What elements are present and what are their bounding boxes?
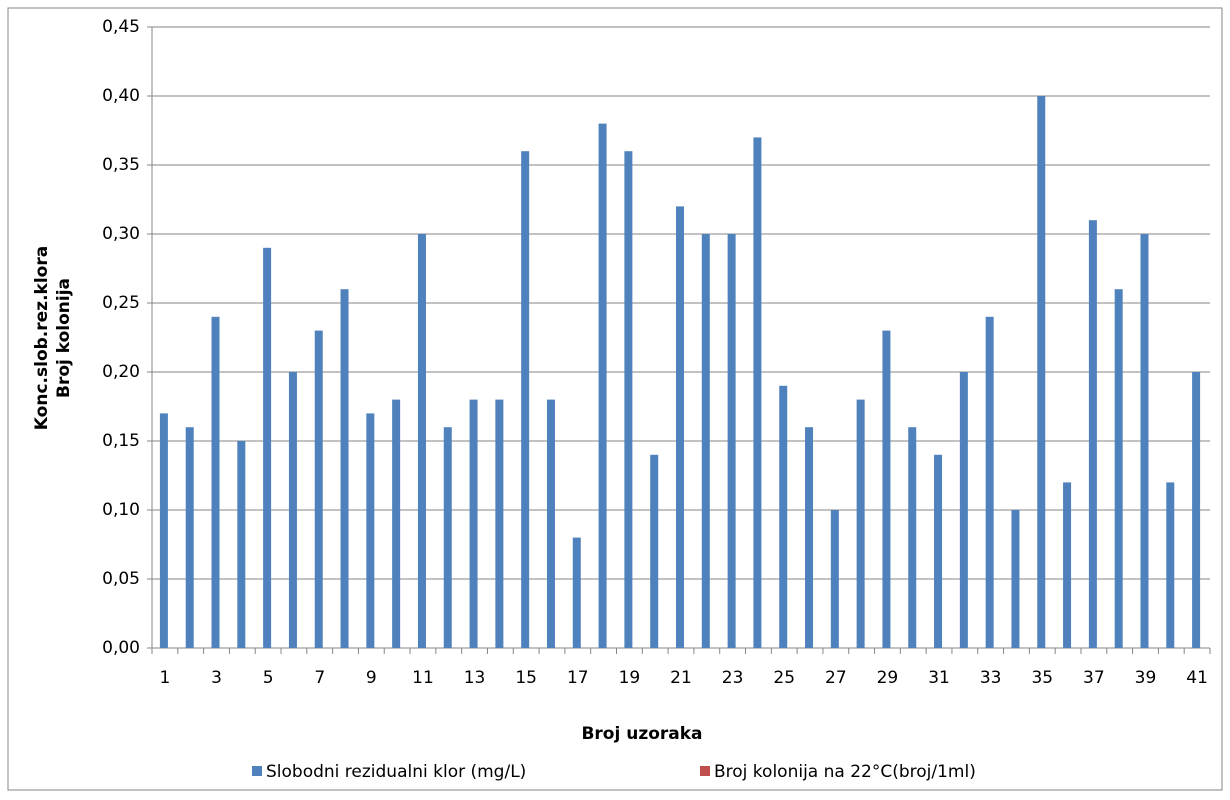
y-axis-title-line: Konc.slob.rez.klora bbox=[32, 246, 52, 430]
bar bbox=[1088, 220, 1097, 648]
bar bbox=[701, 234, 710, 648]
bar bbox=[882, 330, 891, 648]
x-tick-label: 1 bbox=[159, 668, 170, 688]
legend-swatch bbox=[700, 766, 710, 776]
bar bbox=[392, 399, 401, 648]
x-tick-label: 15 bbox=[515, 668, 537, 688]
x-tick-label: 27 bbox=[825, 668, 847, 688]
bar bbox=[521, 151, 530, 648]
bar bbox=[676, 206, 684, 648]
legend-label: Slobodni rezidualni klor (mg/L) bbox=[266, 762, 526, 782]
chart-border bbox=[7, 7, 1223, 791]
bar bbox=[1192, 372, 1201, 648]
bar bbox=[959, 372, 968, 648]
bar bbox=[314, 330, 323, 648]
bar bbox=[727, 234, 736, 648]
y-tick-label: 0,35 bbox=[102, 155, 140, 175]
x-tick-label: 31 bbox=[928, 668, 950, 688]
y-tick-label: 0,05 bbox=[102, 569, 140, 589]
bar bbox=[288, 372, 297, 648]
y-tick-label: 0,10 bbox=[102, 500, 140, 520]
x-tick-label: 19 bbox=[619, 668, 641, 688]
y-tick-label: 0,40 bbox=[102, 86, 140, 106]
x-tick-label: 5 bbox=[263, 668, 274, 688]
bar bbox=[211, 316, 220, 648]
bar bbox=[985, 316, 994, 648]
bar bbox=[779, 385, 788, 648]
bar bbox=[366, 413, 375, 648]
x-tick-label: 35 bbox=[1031, 668, 1053, 688]
x-tick-label: 11 bbox=[412, 668, 434, 688]
bar bbox=[624, 151, 633, 648]
x-tick-label: 7 bbox=[314, 668, 325, 688]
x-tick-label: 3 bbox=[211, 668, 222, 688]
x-tick-label: 21 bbox=[670, 668, 692, 688]
bar bbox=[1140, 234, 1149, 648]
bar bbox=[1166, 482, 1175, 648]
bar bbox=[1037, 96, 1046, 648]
bar bbox=[237, 441, 246, 648]
x-tick-label: 13 bbox=[464, 668, 486, 688]
x-tick-label: 9 bbox=[366, 668, 377, 688]
bar bbox=[185, 427, 194, 648]
bar bbox=[830, 510, 839, 648]
bar bbox=[340, 289, 349, 648]
bar bbox=[263, 247, 272, 649]
bar bbox=[908, 427, 917, 648]
legend-label: Broj kolonija na 22°C(broj/1ml) bbox=[714, 762, 976, 782]
bar bbox=[598, 123, 607, 649]
legend-swatch bbox=[252, 766, 262, 776]
x-tick-label: 29 bbox=[877, 668, 899, 688]
bar bbox=[753, 137, 762, 648]
bar bbox=[546, 399, 555, 648]
bar bbox=[443, 427, 452, 648]
y-tick-label: 0,25 bbox=[102, 293, 140, 313]
x-tick-label: 37 bbox=[1083, 668, 1105, 688]
bar bbox=[934, 454, 943, 648]
x-tick-label: 39 bbox=[1135, 668, 1157, 688]
x-tick-label: 25 bbox=[773, 668, 795, 688]
bar bbox=[159, 413, 168, 648]
x-tick-label: 41 bbox=[1186, 668, 1208, 688]
bar bbox=[495, 399, 504, 648]
x-axis-title: Broj uzoraka bbox=[581, 724, 702, 744]
y-tick-label: 0,20 bbox=[102, 362, 140, 382]
y-tick-label: 0,30 bbox=[102, 224, 140, 244]
x-tick-label: 23 bbox=[722, 668, 744, 688]
bar bbox=[572, 537, 581, 648]
y-tick-label: 0,00 bbox=[102, 638, 140, 658]
bar bbox=[1114, 289, 1123, 648]
y-tick-label: 0,15 bbox=[102, 431, 140, 451]
bar bbox=[805, 427, 814, 648]
bar bbox=[1011, 510, 1020, 648]
bar bbox=[856, 399, 865, 648]
bar bbox=[650, 454, 659, 648]
x-tick-label: 33 bbox=[980, 668, 1002, 688]
x-tick-label: 17 bbox=[567, 668, 589, 688]
y-axis-title-line: Broj kolonija bbox=[54, 278, 74, 398]
bar bbox=[469, 399, 478, 648]
bar bbox=[417, 234, 426, 648]
bar bbox=[1063, 482, 1072, 648]
y-tick-label: 0,45 bbox=[102, 17, 140, 37]
y-axis-title: Konc.slob.rez.klora Broj kolonija bbox=[32, 246, 74, 430]
